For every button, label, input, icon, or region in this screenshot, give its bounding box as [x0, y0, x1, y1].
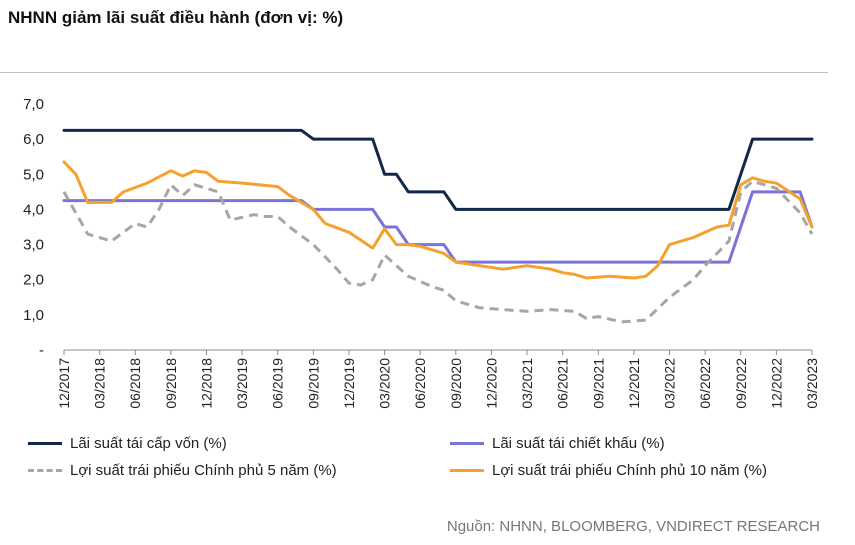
legend-swatch-bond-5y	[28, 469, 62, 472]
x-tick-label: 06/2019	[270, 358, 286, 409]
y-tick-label: 5,0	[23, 166, 44, 183]
series-line-bond-10y	[62, 160, 814, 280]
legend-label-bond-10y: Lợi suất trái phiếu Chính phủ 10 năm (%)	[492, 462, 767, 479]
legend-swatch-bond-10y	[450, 469, 484, 472]
x-tick-label: 12/2022	[768, 358, 784, 409]
series-line-refinancing-rate	[62, 128, 814, 211]
x-tick-label: 09/2018	[163, 358, 179, 409]
x-tick-label: 03/2022	[662, 358, 678, 409]
x-tick-label: 12/2020	[483, 358, 499, 409]
y-tick-label: 1,0	[23, 307, 44, 324]
x-tick-label: 09/2021	[590, 358, 606, 409]
legend-label-discount-rate: Lãi suất tái chiết khấu (%)	[492, 435, 665, 452]
title-divider	[0, 72, 828, 73]
legend-swatch-refinancing-rate	[28, 442, 62, 445]
y-tick-label: 4,0	[23, 201, 44, 218]
x-tick-label: 03/2020	[377, 358, 393, 409]
y-tick-label: -	[39, 342, 44, 359]
x-tick-label: 12/2021	[626, 358, 642, 409]
y-tick-label: 3,0	[23, 237, 44, 254]
x-tick-label: 12/2018	[198, 358, 214, 409]
x-tick-label: 12/2019	[341, 358, 357, 409]
source-note: Nguồn: NHNN, BLOOMBERG, VNDIRECT RESEARC…	[446, 518, 820, 535]
line-chart: - 1,0 2,0 3,0 4,0 5,0 6,0 7,0 12/2017 03/2018 06/…	[23, 96, 820, 409]
legend-item-refinancing-rate: Lãi suất tái cấp vốn (%)	[28, 435, 227, 452]
x-tick-label: 06/2021	[555, 358, 571, 409]
x-tick-label: 06/2020	[412, 358, 428, 409]
legend-item-discount-rate: Lãi suất tái chiết khấu (%)	[450, 435, 665, 452]
legend-item-bond-10y: Lợi suất trái phiếu Chính phủ 10 năm (%)	[450, 462, 767, 479]
x-tick-label: 12/2017	[56, 358, 72, 409]
x-tick-label: 09/2020	[448, 358, 464, 409]
x-tick-label: 03/2019	[234, 358, 250, 409]
x-tick-label: 09/2019	[305, 358, 321, 409]
y-tick-label: 6,0	[23, 131, 44, 148]
chart-series	[62, 128, 814, 324]
chart-title: NHNN giảm lãi suất điều hành (đơn vị: %)	[8, 8, 344, 27]
series-line-bond-5y	[62, 179, 814, 324]
legend-label-refinancing-rate: Lãi suất tái cấp vốn (%)	[70, 435, 227, 452]
x-axis-ticks: 12/2017 03/2018 06/2018 09/2018 12/2018 03/20…	[56, 350, 820, 409]
x-tick-label: 03/2021	[519, 358, 535, 409]
y-axis-ticks: - 1,0 2,0 3,0 4,0 5,0 6,0 7,0	[23, 96, 44, 359]
legend-item-bond-5y: Lợi suất trái phiếu Chính phủ 5 năm (%)	[28, 462, 337, 479]
y-tick-label: 7,0	[23, 96, 44, 113]
legend-swatch-discount-rate	[450, 442, 484, 445]
x-tick-label: 06/2018	[127, 358, 143, 409]
legend-label-bond-5y: Lợi suất trái phiếu Chính phủ 5 năm (%)	[70, 462, 337, 479]
x-tick-label: 03/2018	[92, 358, 108, 409]
x-tick-label: 06/2022	[697, 358, 713, 409]
y-tick-label: 2,0	[23, 272, 44, 289]
x-tick-label: 03/2023	[804, 358, 820, 409]
x-tick-label: 09/2022	[733, 358, 749, 409]
